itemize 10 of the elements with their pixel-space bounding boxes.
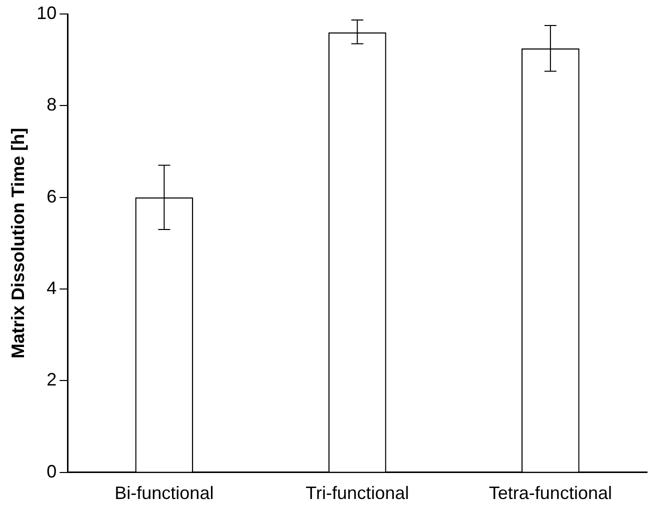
x-tick-label: Tetra-functional xyxy=(488,483,612,504)
y-axis-title: Matrix Dissolution Time [h] xyxy=(8,128,28,359)
x-tick-label: Tri-functional xyxy=(306,483,409,504)
x-tick-label: Bi-functional xyxy=(114,483,214,504)
y-tick-label: 8 xyxy=(46,94,57,115)
y-tick-label: 10 xyxy=(36,2,57,23)
y-tick-label: 6 xyxy=(46,186,57,206)
y-tick-label: 4 xyxy=(46,278,57,298)
y-tick-label: 0 xyxy=(46,461,57,482)
y-tick-label: 2 xyxy=(46,370,57,390)
